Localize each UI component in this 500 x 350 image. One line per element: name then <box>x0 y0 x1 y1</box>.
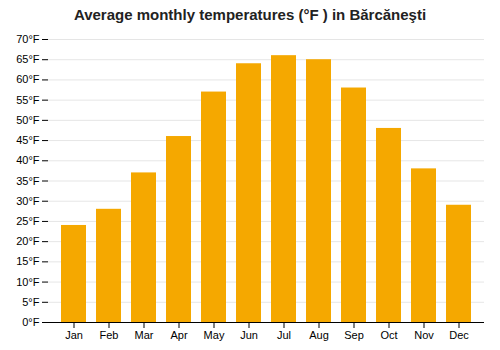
svg-text:Jun: Jun <box>240 329 258 341</box>
svg-text:40°F: 40°F <box>16 154 40 166</box>
svg-text:65°F: 65°F <box>16 53 40 65</box>
svg-text:0°F: 0°F <box>22 316 40 328</box>
svg-text:30°F: 30°F <box>16 195 40 207</box>
svg-text:15°F: 15°F <box>16 255 40 267</box>
svg-text:Jan: Jan <box>65 329 83 341</box>
svg-text:55°F: 55°F <box>16 94 40 106</box>
svg-text:Nov: Nov <box>414 329 434 341</box>
svg-text:Aug: Aug <box>309 329 329 341</box>
svg-text:Sep: Sep <box>344 329 364 341</box>
svg-text:10°F: 10°F <box>16 276 40 288</box>
svg-text:25°F: 25°F <box>16 215 40 227</box>
svg-text:Jul: Jul <box>277 329 291 341</box>
svg-text:70°F: 70°F <box>16 33 40 45</box>
svg-text:Mar: Mar <box>135 329 154 341</box>
svg-text:Feb: Feb <box>100 329 119 341</box>
svg-text:May: May <box>204 329 225 341</box>
svg-text:5°F: 5°F <box>22 296 40 308</box>
svg-text:45°F: 45°F <box>16 134 40 146</box>
svg-text:50°F: 50°F <box>16 114 40 126</box>
svg-text:60°F: 60°F <box>16 73 40 85</box>
svg-text:Oct: Oct <box>380 329 397 341</box>
svg-text:35°F: 35°F <box>16 175 40 187</box>
svg-text:Apr: Apr <box>170 329 187 341</box>
svg-text:Dec: Dec <box>449 329 469 341</box>
svg-text:20°F: 20°F <box>16 235 40 247</box>
html-text:Average monthly temperatures (: Average monthly temperatures (°F ) in Bă… <box>73 6 427 23</box>
